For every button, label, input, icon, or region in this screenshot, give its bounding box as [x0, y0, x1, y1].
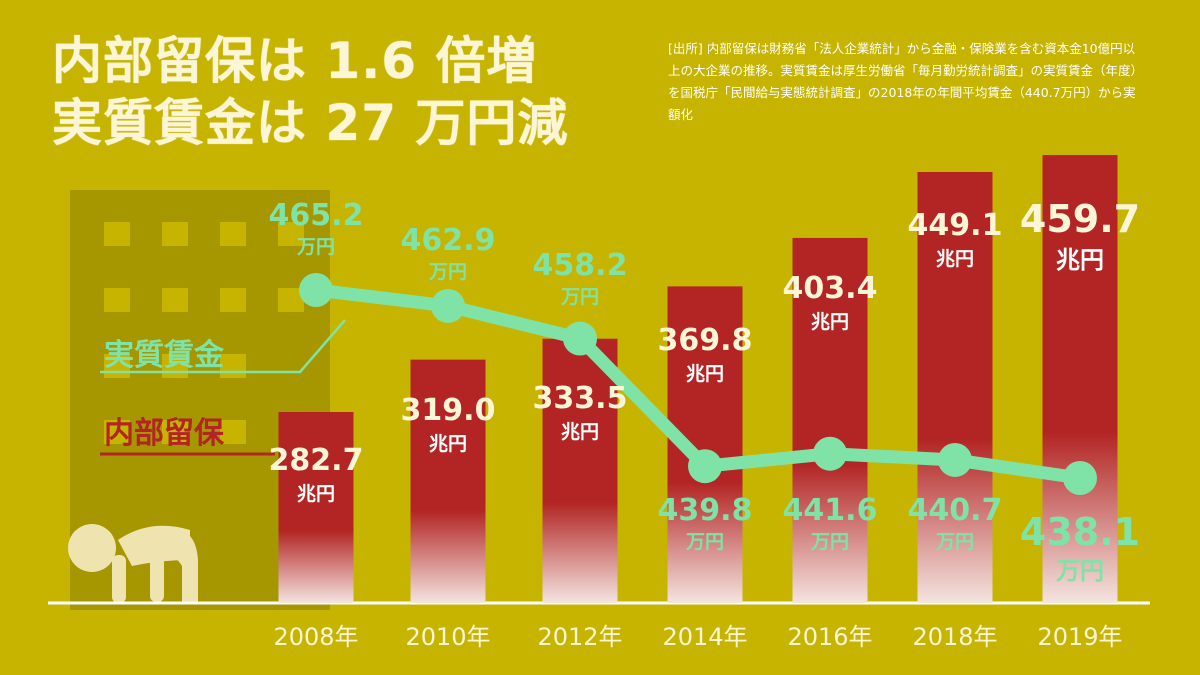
line-value-label-2: 458.2	[533, 248, 628, 283]
line-value-label-3: 439.8	[658, 493, 753, 528]
title-line-2: 実質賃金は 27 万円減	[52, 94, 569, 152]
real-wage-point-0	[299, 273, 333, 307]
chart-title: 内部留保は 1.6 倍増 実質賃金は 27 万円減	[52, 30, 568, 154]
line-value-label-4: 441.6	[783, 493, 878, 528]
real-wage-point-3	[688, 449, 722, 484]
legend-label-real-wage: 実質賃金	[104, 338, 225, 373]
line-unit-label-5: 万円	[935, 531, 974, 553]
bar-4	[792, 237, 868, 604]
bar-value-label-4: 403.4	[783, 271, 878, 306]
bar-unit-label-6: 兆円	[1056, 246, 1104, 274]
line-value-label-5: 440.7	[908, 493, 1003, 528]
line-unit-label-4: 万円	[810, 531, 849, 553]
bar-value-label-2: 333.5	[533, 381, 628, 416]
x-tick-label-0: 2008年	[273, 623, 358, 651]
kneeling-person-icon	[68, 524, 198, 603]
legend: 実質賃金 内部留保	[100, 319, 346, 456]
real-wage-point-2	[563, 321, 597, 356]
bar-unit-label-4: 兆円	[811, 311, 849, 333]
bar-0	[278, 412, 354, 603]
legend-leader-real-wage	[100, 319, 346, 374]
bar-value-label-5: 449.1	[908, 208, 1003, 243]
line-unit-label-1: 万円	[428, 261, 467, 283]
x-tick-label-6: 2019年	[1037, 623, 1122, 651]
bar-value-label-3: 369.8	[658, 323, 753, 358]
x-tick-label-2: 2012年	[537, 623, 622, 651]
x-tick-label-4: 2016年	[787, 623, 872, 651]
real-wage-point-6	[1063, 461, 1097, 495]
bar-value-label-0: 282.7	[269, 443, 364, 478]
bar-value-label-6: 459.7	[1020, 197, 1140, 241]
source-note: [出所] 内部留保は財務省「法人企業統計」から金融・保険業を含む資本金10億円以…	[668, 41, 1137, 122]
bar-6	[1042, 155, 1118, 603]
x-tick-label-1: 2010年	[405, 623, 490, 651]
line-unit-label-6: 万円	[1056, 557, 1104, 585]
real-wage-point-1	[431, 288, 465, 323]
line-value-label-6: 438.1	[1020, 510, 1140, 554]
bar-unit-label-0: 兆円	[297, 483, 335, 505]
line-value-label-0: 465.2	[269, 198, 364, 233]
bar-unit-label-1: 兆円	[429, 433, 467, 455]
bar-1	[410, 359, 486, 603]
bar-2	[542, 338, 618, 603]
line-unit-label-0: 万円	[296, 236, 335, 258]
line-value-label-1: 462.9	[401, 223, 496, 258]
real-wage-point-4	[813, 436, 847, 471]
bar-unit-label-3: 兆円	[686, 363, 724, 385]
title-line-1: 内部留保は 1.6 倍増	[52, 32, 538, 90]
line-unit-label-2: 万円	[560, 286, 599, 308]
bar-5	[917, 172, 993, 603]
legend-label-retained-earnings: 内部留保	[104, 416, 225, 451]
x-tick-label-3: 2014年	[662, 623, 747, 651]
line-unit-label-3: 万円	[685, 531, 724, 553]
real-wage-point-5	[938, 442, 972, 477]
bar-unit-label-2: 兆円	[561, 421, 599, 443]
bar-unit-label-5: 兆円	[936, 248, 974, 270]
bar-value-label-1: 319.0	[401, 393, 496, 428]
x-tick-label-5: 2018年	[912, 623, 997, 651]
